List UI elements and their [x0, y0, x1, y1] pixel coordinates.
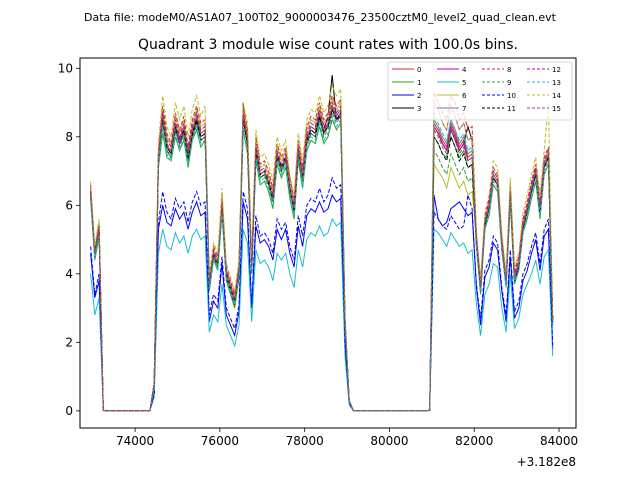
- legend-label-0: 0: [417, 66, 421, 74]
- legend-label-4: 4: [462, 66, 467, 74]
- x-tick-label: 76000: [201, 434, 239, 448]
- y-tick-label: 10: [58, 61, 73, 75]
- y-axis: 0 2 4 6 8 10: [58, 61, 80, 418]
- legend-label-13: 13: [552, 79, 561, 87]
- x-axis: 74000 76000 78000 80000 82000 84000: [116, 428, 578, 448]
- legend-label-14: 14: [552, 92, 561, 100]
- x-offset-label: +3.182e8: [517, 455, 576, 469]
- legend-label-12: 12: [552, 66, 561, 74]
- legend-label-8: 8: [507, 66, 511, 74]
- series-line-10: [90, 176, 554, 412]
- series-line-12: [90, 100, 554, 412]
- suptitle: Data file: modeM0/AS1A07_100T02_90000034…: [84, 11, 557, 24]
- legend-label-6: 6: [462, 92, 467, 100]
- legend-frame: [387, 61, 573, 121]
- y-tick-label: 6: [65, 198, 73, 212]
- legend-label-2: 2: [417, 92, 421, 100]
- x-tick-label: 84000: [540, 434, 578, 448]
- chart-title: Quadrant 3 module wise count rates with …: [138, 37, 518, 53]
- legend-label-5: 5: [462, 79, 466, 87]
- series-line-14: [90, 83, 554, 412]
- legend-label-11: 11: [507, 105, 516, 113]
- legend-label-3: 3: [417, 105, 421, 113]
- y-tick-label: 8: [65, 130, 73, 144]
- series-line-11: [90, 107, 554, 412]
- series-lines: [90, 75, 554, 412]
- x-tick-label: 82000: [455, 434, 493, 448]
- x-tick-label: 78000: [286, 434, 324, 448]
- legend-label-1: 1: [417, 79, 421, 87]
- legend-label-15: 15: [552, 105, 561, 113]
- y-tick-label: 4: [65, 267, 73, 281]
- legend-label-7: 7: [462, 105, 466, 113]
- series-line-5: [90, 217, 554, 412]
- x-tick-label: 80000: [370, 434, 408, 448]
- x-tick-label: 74000: [116, 434, 154, 448]
- y-tick-label: 2: [65, 335, 73, 349]
- y-tick-label: 0: [65, 404, 73, 418]
- series-line-9: [90, 111, 554, 412]
- legend-label-9: 9: [507, 79, 511, 87]
- series-line-15: [90, 104, 554, 412]
- axes-frame: [79, 57, 577, 429]
- legend-label-10: 10: [507, 92, 516, 100]
